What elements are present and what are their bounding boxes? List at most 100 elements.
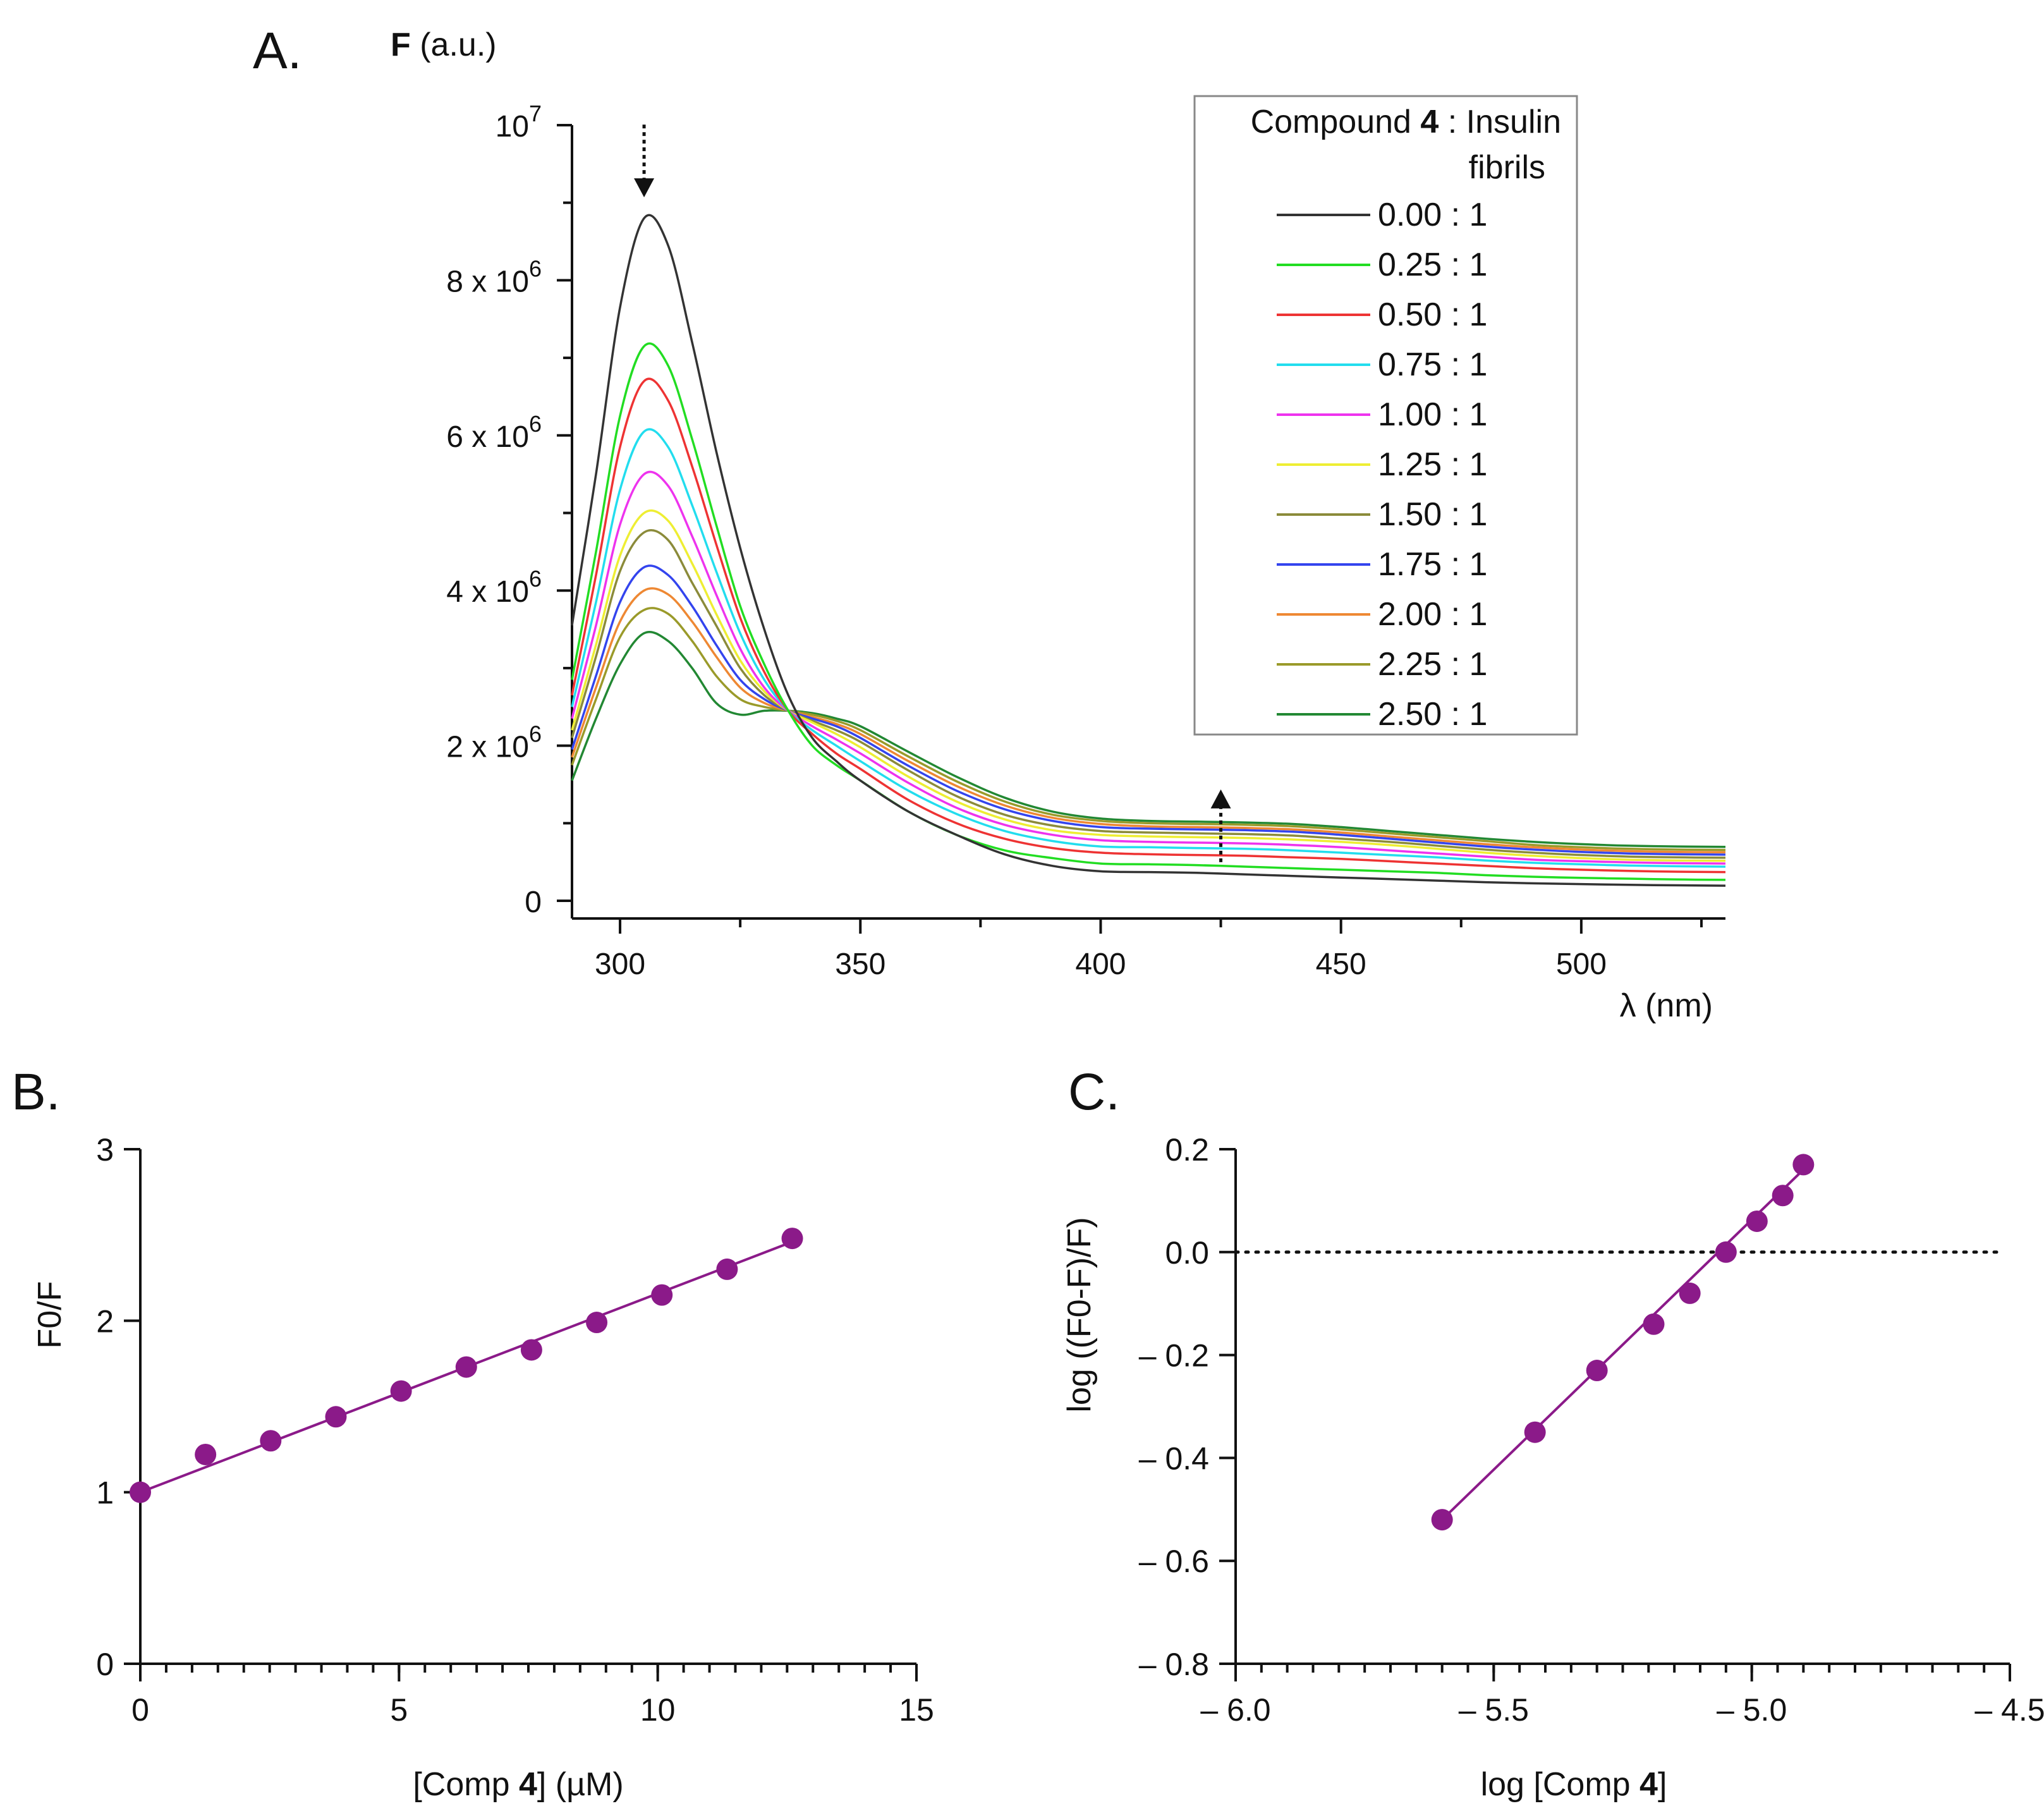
panel-a-series-line — [571, 564, 1726, 856]
panel-a-y-tick-label: 2 x 106 — [446, 721, 542, 764]
panel-c-data-point — [1524, 1421, 1546, 1443]
panel-c-y-axis-title: log ((F0-F)/F) — [1061, 1217, 1098, 1412]
panel-b-data-point — [586, 1312, 608, 1334]
panel-a-series-line — [571, 470, 1726, 865]
panel-a-x-tick-label: 500 — [1556, 948, 1607, 981]
panel-a-series-line — [571, 587, 1726, 854]
panel-a-legend-label: 2.00 : 1 — [1378, 596, 1487, 633]
panel-a-y-tick-base: 8 x 10 — [446, 265, 529, 298]
panel-a-series-line — [571, 630, 1726, 848]
panel-a-legend-label: 0.00 : 1 — [1378, 197, 1487, 233]
panel-a-y-tick-exponent: 6 — [529, 566, 542, 592]
panel-a-arrow-down-head — [634, 178, 655, 198]
panel-a-series-line — [571, 529, 1726, 859]
panel-b-data-point — [130, 1481, 151, 1503]
panel-a-series-line — [571, 377, 1726, 874]
panel-a-legend-label: 0.25 : 1 — [1378, 247, 1487, 283]
panel-a-legend-title-suffix: : Insulin — [1439, 104, 1561, 140]
panel-b-data-point — [260, 1430, 282, 1452]
panel-c-data-point — [1586, 1360, 1608, 1382]
panel-b-x-title-prefix: [Comp — [413, 1766, 519, 1803]
panel-b-x-tick-label: 15 — [899, 1692, 934, 1728]
panel-a-y-title-bold: F — [391, 27, 411, 63]
panel-b-label: B. — [11, 1063, 60, 1121]
panel-b-x-title-bold: 4 — [519, 1766, 537, 1803]
panel-a-series-line — [571, 428, 1726, 868]
panel-c-x-tick-label: – 5.5 — [1459, 1692, 1529, 1728]
panel-b-stern-volmer-chart: B. F0/F [Comp 4] (µM) 0 5 10 15 0 1 2 3 — [11, 1063, 934, 1803]
panel-a-legend-label: 1.25 : 1 — [1378, 446, 1487, 483]
panel-c-x-title-bold: 4 — [1639, 1766, 1658, 1803]
panel-c-y-tick-label: – 0.2 — [1139, 1338, 1209, 1374]
panel-b-y-tick-label: 2 — [96, 1303, 114, 1339]
panel-a-legend-title-prefix: Compound — [1251, 104, 1421, 140]
panel-a-label: A. — [253, 22, 301, 80]
panel-b-plot-area: 0 5 10 15 0 1 2 3 — [96, 1132, 934, 1728]
panel-a-arrow-up-head — [1210, 789, 1231, 808]
panel-a-legend-items: 0.00 : 1 0.25 : 1 0.50 : 1 0.75 : 1 1.00 : 1… — [1277, 197, 1487, 733]
panel-a-y-title-unit: (a.u.) — [411, 27, 497, 63]
panel-b-data-point — [325, 1406, 347, 1428]
panel-c-y-tick-label: – 0.4 — [1139, 1441, 1209, 1476]
panel-a-legend-box — [1193, 95, 1578, 736]
panel-a-spectra-chart: A. F (a.u.) λ (nm) 300 350 400 450 500 0 2 x 1… — [253, 22, 1726, 1024]
panel-a-y-tick-base: 2 x 10 — [446, 731, 529, 764]
panel-a-y-tick-base: 4 x 10 — [446, 575, 529, 609]
panel-b-y-tick-label: 3 — [96, 1132, 114, 1168]
panel-a-legend: Compound 4 : Insulin fibrils 0.00 : 1 0.2… — [1193, 95, 1578, 736]
panel-b-y-axis-title: F0/F — [32, 1281, 68, 1349]
panel-c-y-tick-label: – 0.8 — [1139, 1647, 1209, 1682]
panel-b-y-tick-label: 1 — [96, 1475, 114, 1511]
panel-c-data-point — [1792, 1154, 1815, 1176]
panel-a-x-tick-label: 350 — [835, 948, 885, 981]
panel-c-data-point — [1679, 1282, 1701, 1304]
panel-c-data-point — [1431, 1509, 1453, 1531]
panel-c-data-point — [1746, 1210, 1768, 1232]
panel-b-x-tick-label: 5 — [390, 1692, 408, 1728]
panel-a-x-tick-label: 300 — [595, 948, 645, 981]
panel-a-y-tick-label: 107 — [496, 101, 542, 143]
panel-c-x-title-suffix: ] — [1658, 1766, 1667, 1803]
panel-c-plot-area: – 6.0 – 5.5 – 5.0 – 4.5 – 0.8 – 0.6 – 0.4 – 0.2… — [1139, 1132, 2044, 1728]
panel-a-y-tick-label: 0 — [525, 886, 542, 919]
panel-a-legend-title-line2: fibrils — [1469, 149, 1545, 186]
panel-a-x-tick-label: 450 — [1316, 948, 1366, 981]
panel-a-legend-title-bold: 4 — [1420, 104, 1439, 140]
panel-c-double-log-chart: C. log ((F0-F)/F) log [Comp 4] – 6.0 – 5.… — [1061, 1063, 2044, 1803]
panel-c-x-title-prefix: log [Comp — [1481, 1766, 1639, 1803]
panel-c-y-tick-label: 0.0 — [1165, 1235, 1209, 1271]
panel-a-y-tick-exponent: 6 — [529, 721, 542, 747]
panel-a-legend-title: Compound 4 : Insulin — [1251, 104, 1561, 140]
panel-b-x-tick-label: 10 — [640, 1692, 676, 1728]
panel-c-y-tick-label: – 0.6 — [1139, 1544, 1209, 1579]
panel-c-x-tick-label: – 5.0 — [1717, 1692, 1787, 1728]
panel-a-y-axis-title: F (a.u.) — [391, 27, 497, 63]
panel-a-series-line — [571, 607, 1726, 851]
panel-b-data-point — [390, 1380, 412, 1402]
panel-b-x-tick-label: 0 — [131, 1692, 149, 1728]
panel-c-y-tick-label: 0.2 — [1165, 1132, 1209, 1168]
panel-c-data-point — [1643, 1313, 1665, 1335]
panel-c-label: C. — [1068, 1063, 1120, 1121]
panel-a-y-tick-exponent: 6 — [529, 255, 542, 281]
panel-b-y-tick-label: 0 — [96, 1647, 114, 1682]
panel-a-y-tick-label: 8 x 106 — [446, 255, 542, 298]
panel-a-legend-label: 1.00 : 1 — [1378, 396, 1487, 433]
panel-c-data-point — [1715, 1241, 1737, 1263]
panel-b-data-point — [455, 1356, 477, 1378]
panel-a-legend-label: 2.25 : 1 — [1378, 646, 1487, 683]
panel-a-y-tick-base: 0 — [525, 886, 542, 919]
panel-c-data-point — [1772, 1185, 1794, 1207]
panel-a-x-tick-label: 400 — [1075, 948, 1126, 981]
panel-a-series-line — [571, 214, 1726, 887]
panel-a-legend-label: 1.50 : 1 — [1378, 496, 1487, 533]
panel-a-y-tick-label: 6 x 106 — [446, 411, 542, 454]
panel-a-legend-label: 1.75 : 1 — [1378, 546, 1487, 583]
panel-c-x-tick-label: – 6.0 — [1200, 1692, 1270, 1728]
panel-a-y-tick-exponent: 6 — [529, 411, 542, 437]
panel-a-legend-label: 2.50 : 1 — [1378, 696, 1487, 733]
panel-a-series-line — [571, 509, 1726, 862]
